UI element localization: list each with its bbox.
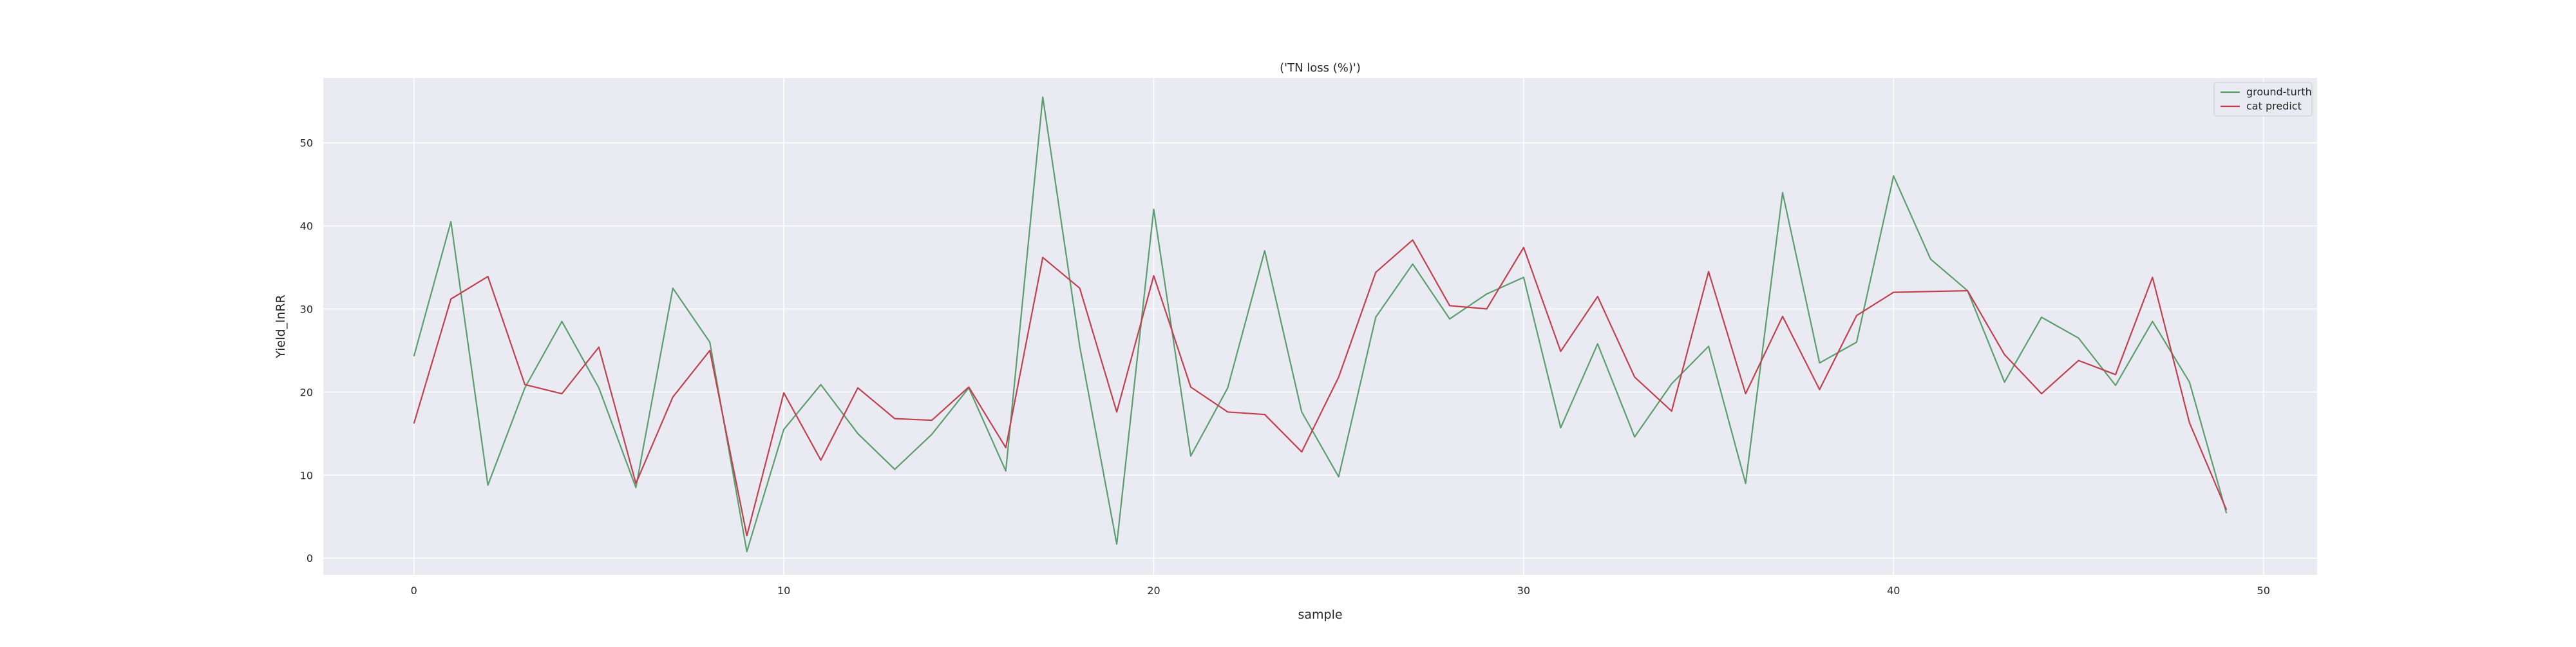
y-tick-label: 10: [300, 469, 313, 481]
legend-label-ground-turth: ground-turth: [2246, 86, 2312, 98]
chart-title: ('TN loss (%)'): [1280, 61, 1361, 75]
y-tick-label: 50: [300, 137, 313, 150]
x-tick-label: 50: [2257, 584, 2270, 597]
series-line-ground-turth: [413, 96, 2228, 553]
grid-lines: [323, 78, 2317, 575]
x-axis-label: sample: [1298, 608, 1342, 622]
series-lines: [413, 96, 2228, 553]
x-tick-label: 20: [1147, 584, 1160, 597]
x-tick-label: 30: [1517, 584, 1530, 597]
legend: ground-turth cat predict: [2213, 82, 2313, 117]
x-tick-label: 40: [1887, 584, 1900, 597]
y-axis-ticks: 0 10 20 30 40 50: [300, 137, 313, 565]
x-axis-ticks: 0 10 20 30 40 50: [411, 584, 2270, 597]
y-axis-label: Yield_lnRR: [274, 295, 288, 358]
legend-box: [2213, 82, 2313, 117]
y-tick-label: 30: [300, 303, 313, 315]
y-tick-label: 20: [300, 386, 313, 398]
plot-area: [323, 78, 2317, 575]
series-line-cat-predict: [413, 239, 2228, 537]
legend-label-cat-predict: cat predict: [2246, 100, 2302, 112]
y-tick-label: 40: [300, 220, 313, 232]
y-tick-label: 0: [307, 552, 313, 565]
x-tick-label: 0: [411, 584, 417, 597]
x-tick-label: 10: [777, 584, 790, 597]
